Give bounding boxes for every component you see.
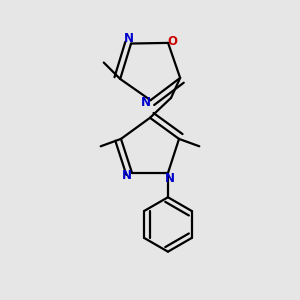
Text: N: N xyxy=(165,172,175,185)
Text: N: N xyxy=(141,96,151,110)
Text: N: N xyxy=(122,169,132,182)
Text: N: N xyxy=(124,32,134,45)
Text: O: O xyxy=(167,35,177,48)
